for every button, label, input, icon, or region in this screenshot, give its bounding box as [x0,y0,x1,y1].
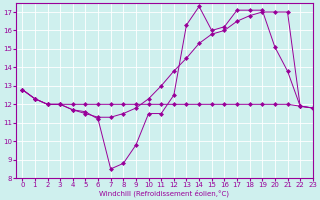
X-axis label: Windchill (Refroidissement éolien,°C): Windchill (Refroidissement éolien,°C) [100,190,229,197]
